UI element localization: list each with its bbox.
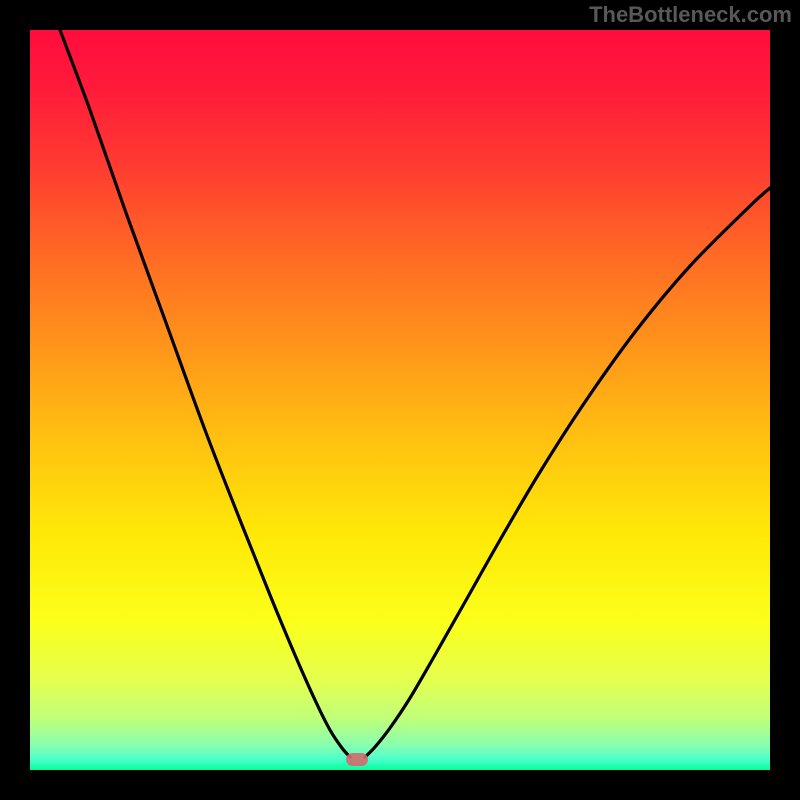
bottleneck-curve [30, 30, 770, 770]
watermark-text: TheBottleneck.com [589, 2, 792, 28]
figure-container: TheBottleneck.com [0, 0, 800, 800]
bottleneck-minimum-marker [346, 753, 368, 766]
plot-area [30, 30, 770, 770]
curve-left-branch [60, 30, 350, 757]
curve-right-branch [365, 188, 770, 757]
